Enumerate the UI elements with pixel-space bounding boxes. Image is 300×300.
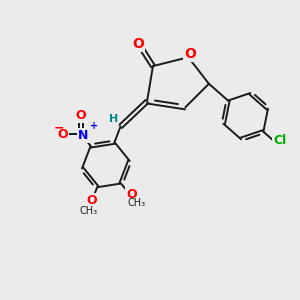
Text: N: N — [78, 129, 88, 142]
Text: +: + — [90, 121, 99, 131]
Text: −: − — [53, 122, 64, 135]
Text: CH₃: CH₃ — [79, 206, 97, 216]
Text: CH₃: CH₃ — [128, 198, 146, 208]
Text: O: O — [126, 188, 137, 201]
Text: O: O — [58, 128, 68, 140]
Text: O: O — [87, 194, 98, 207]
Text: O: O — [132, 37, 144, 51]
Text: Cl: Cl — [273, 134, 286, 147]
Text: O: O — [184, 47, 196, 61]
Text: O: O — [75, 109, 86, 122]
Text: H: H — [109, 114, 118, 124]
